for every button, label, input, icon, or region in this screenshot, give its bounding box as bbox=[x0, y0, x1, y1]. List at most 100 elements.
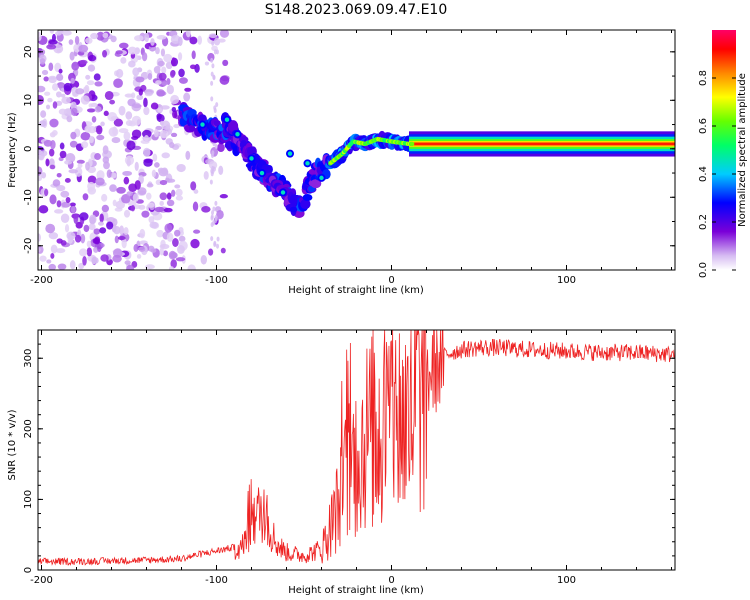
noise-blob bbox=[166, 192, 172, 200]
noise-blob bbox=[85, 161, 90, 171]
noise-blob bbox=[113, 78, 123, 89]
noise-blob bbox=[125, 119, 133, 127]
descending-trace-blob bbox=[289, 194, 298, 206]
noise-blob bbox=[178, 68, 185, 78]
noise-blob bbox=[65, 197, 71, 203]
spectrogram-xlabel: Height of straight line (km) bbox=[288, 285, 424, 296]
noise-blob bbox=[76, 159, 85, 164]
noise-blob bbox=[86, 108, 96, 113]
noise-blob bbox=[93, 73, 101, 81]
noise-blob bbox=[175, 257, 186, 262]
noise-blob bbox=[217, 143, 225, 153]
noise-blob bbox=[219, 194, 228, 199]
noise-blob bbox=[176, 163, 186, 173]
noise-blob bbox=[213, 108, 217, 114]
noise-blob bbox=[213, 240, 217, 246]
noise-blob bbox=[100, 121, 105, 127]
noise-blob bbox=[174, 229, 181, 237]
noise-blob bbox=[193, 189, 199, 194]
noise-blob bbox=[74, 35, 80, 45]
noise-blob bbox=[216, 236, 220, 242]
noise-blob bbox=[48, 75, 57, 80]
noise-blob bbox=[166, 84, 174, 95]
noise-blob bbox=[70, 131, 77, 140]
noise-blob bbox=[178, 77, 188, 84]
noise-blob bbox=[159, 192, 168, 201]
noise-blob bbox=[82, 255, 87, 266]
noise-blob bbox=[141, 52, 148, 62]
noise-blob bbox=[94, 81, 103, 87]
noise-blob bbox=[77, 163, 83, 169]
noise-blob bbox=[142, 147, 151, 158]
noise-blob bbox=[46, 259, 52, 264]
noise-blob bbox=[210, 80, 214, 86]
noise-blob bbox=[183, 92, 191, 102]
noise-blob bbox=[159, 200, 164, 206]
noise-blob bbox=[113, 118, 124, 127]
noise-blob bbox=[121, 194, 131, 204]
noise-blob bbox=[108, 127, 119, 137]
y-tick-label: 0 bbox=[23, 146, 34, 152]
noise-blob bbox=[184, 87, 192, 92]
noise-blob bbox=[193, 229, 201, 234]
trace-peak bbox=[235, 132, 240, 137]
noise-blob bbox=[134, 35, 144, 42]
noise-blob bbox=[39, 255, 47, 262]
noise-blob bbox=[48, 148, 55, 157]
noise-blob bbox=[59, 150, 67, 159]
noise-blob bbox=[56, 73, 64, 82]
noise-blob bbox=[187, 264, 196, 270]
noise-blob bbox=[85, 37, 93, 44]
noise-blob bbox=[168, 250, 177, 260]
colorbar-tick-label: 0.2 bbox=[698, 214, 709, 230]
noise-blob bbox=[216, 243, 220, 249]
noise-blob bbox=[185, 30, 191, 38]
noise-blob bbox=[89, 214, 97, 225]
noise-blob bbox=[141, 210, 150, 218]
noise-blob bbox=[219, 75, 230, 85]
noise-blob bbox=[56, 184, 66, 192]
noise-blob bbox=[153, 66, 161, 74]
noise-blob bbox=[64, 160, 73, 165]
y-tick-label: -10 bbox=[23, 189, 34, 205]
noise-blob bbox=[78, 44, 89, 53]
colorbar-ticks: 0.0 0.2 0.4 0.6 0.8 bbox=[698, 70, 736, 278]
noise-blob bbox=[80, 132, 91, 141]
noise-blob bbox=[55, 248, 66, 254]
x-tick-label: -100 bbox=[205, 275, 228, 286]
rising-trace-core bbox=[409, 141, 415, 147]
noise-blob bbox=[136, 94, 144, 100]
noise-blob bbox=[143, 97, 148, 108]
noise-blob bbox=[73, 214, 79, 224]
noise-blob bbox=[163, 207, 173, 213]
noise-blob bbox=[156, 229, 164, 238]
noise-blob bbox=[49, 164, 56, 170]
descending-trace-blob bbox=[302, 193, 313, 201]
trace-peak bbox=[259, 170, 265, 176]
x-tick-label: -200 bbox=[30, 275, 53, 286]
noise-blob bbox=[123, 176, 130, 185]
noise-blob bbox=[69, 260, 76, 270]
noise-blob bbox=[123, 131, 131, 141]
noise-blob bbox=[173, 123, 180, 129]
noise-blob bbox=[40, 110, 47, 118]
noise-blob bbox=[59, 142, 65, 150]
noise-blob bbox=[212, 75, 216, 81]
noise-blob bbox=[100, 254, 109, 262]
noise-blob bbox=[210, 71, 214, 77]
noise-blob bbox=[38, 247, 41, 253]
descending-trace-blob bbox=[188, 124, 196, 132]
noise-blob bbox=[60, 190, 70, 198]
trace-peak bbox=[200, 122, 205, 127]
colorbar-gradient bbox=[712, 30, 736, 270]
noise-blob bbox=[38, 233, 41, 242]
noise-blob bbox=[49, 30, 55, 34]
noise-blob bbox=[101, 204, 110, 213]
noise-blob bbox=[169, 70, 175, 78]
noise-blob bbox=[155, 80, 162, 85]
noise-blob bbox=[126, 158, 131, 167]
noise-blob bbox=[126, 264, 135, 270]
noise-blob bbox=[138, 204, 146, 210]
noise-blob bbox=[102, 32, 109, 39]
